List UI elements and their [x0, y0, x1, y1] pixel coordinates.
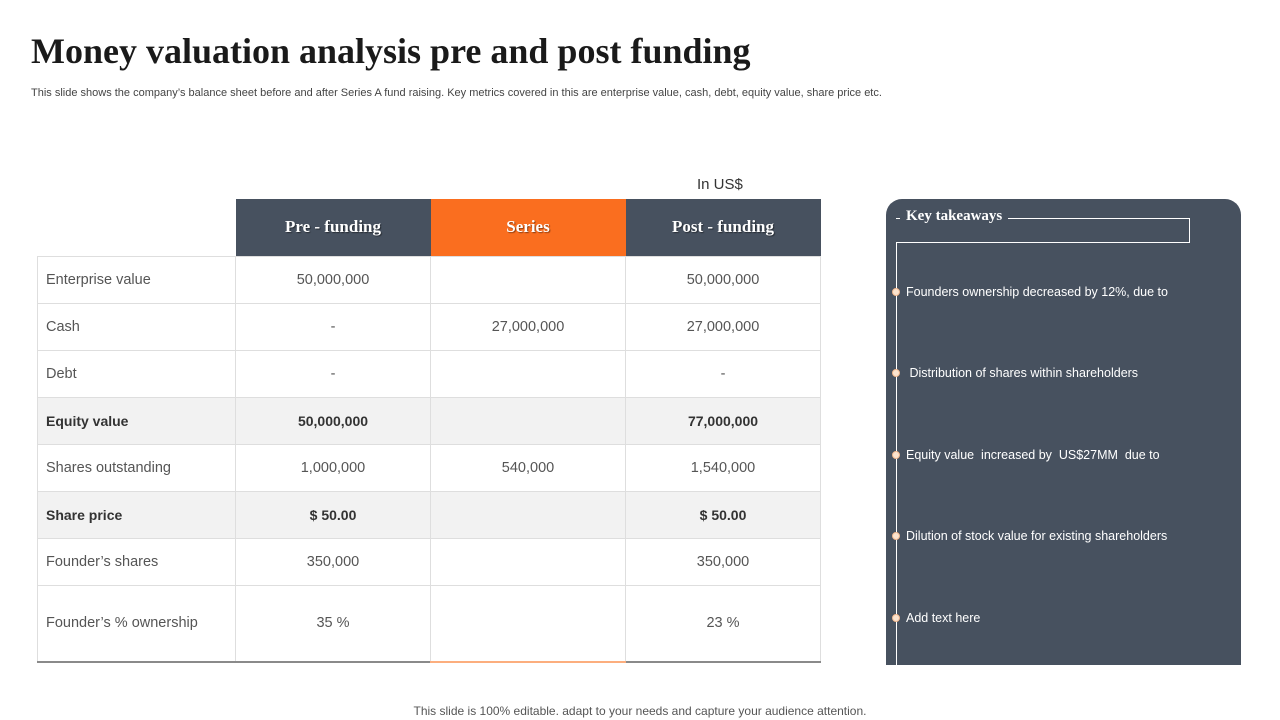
header-series: Series	[430, 199, 626, 256]
table-row: Debt - -	[37, 349, 821, 398]
table-row: Founder’s % ownership 35 % 23 %	[37, 584, 821, 663]
series-cell	[430, 255, 626, 304]
row-label: Founder’s shares	[37, 537, 236, 586]
row-label: Enterprise value	[37, 255, 236, 304]
series-cell	[430, 396, 626, 445]
valuation-table: Pre - funding Series Post - funding Ente…	[37, 199, 821, 663]
takeaway-text: Add text here	[906, 611, 981, 625]
header-pre-funding: Pre - funding	[235, 199, 431, 256]
header-post-funding: Post - funding	[625, 199, 821, 256]
series-cell	[430, 537, 626, 586]
row-label: Share price	[37, 490, 236, 539]
panel-title-frame	[896, 218, 1190, 243]
post-funding-cell: 77,000,000	[625, 396, 821, 445]
post-funding-cell: 1,540,000	[625, 443, 821, 492]
series-cell: 27,000,000	[430, 302, 626, 351]
row-label: Debt	[37, 349, 236, 398]
pre-funding-cell: 1,000,000	[235, 443, 431, 492]
slide-subtitle: This slide shows the company’s balance s…	[31, 87, 882, 99]
row-label: Cash	[37, 302, 236, 351]
takeaway-item: Equity value increased by US$27MM due to	[892, 448, 1160, 462]
post-funding-cell: 350,000	[625, 537, 821, 586]
row-label: Founder’s % ownership	[37, 584, 236, 663]
takeaway-text: Dilution of stock value for existing sha…	[906, 529, 1168, 543]
row-label: Shares outstanding	[37, 443, 236, 492]
table-row: Enterprise value 50,000,000 50,000,000	[37, 255, 821, 304]
bullet-dot-icon	[892, 532, 900, 540]
table-row: Share price $ 50.00 $ 50.00	[37, 490, 821, 539]
pre-funding-cell: -	[235, 349, 431, 398]
series-cell	[430, 349, 626, 398]
pre-funding-cell: 35 %	[235, 584, 431, 663]
bullet-dot-icon	[892, 451, 900, 459]
takeaway-text: Equity value increased by US$27MM due to	[906, 448, 1160, 462]
post-funding-cell: 23 %	[625, 584, 821, 663]
header-blank-cell	[38, 199, 236, 256]
takeaway-text: Founders ownership decreased by 12%, due…	[906, 285, 1168, 299]
table-row: Equity value 50,000,000 77,000,000	[37, 396, 821, 445]
pre-funding-cell: 350,000	[235, 537, 431, 586]
key-takeaways-panel	[886, 199, 1241, 665]
takeaway-item: Add text here	[892, 611, 980, 625]
pre-funding-cell: 50,000,000	[235, 396, 431, 445]
slide-footer-note: This slide is 100% editable. adapt to yo…	[413, 704, 867, 718]
bullet-dot-icon	[892, 288, 900, 296]
series-cell	[430, 584, 626, 663]
takeaway-text: Distribution of shares within shareholde…	[906, 366, 1139, 380]
bullet-dot-icon	[892, 614, 900, 622]
takeaway-item: Dilution of stock value for existing sha…	[892, 529, 1167, 543]
table-header-row: Pre - funding Series Post - funding	[38, 199, 821, 256]
post-funding-cell: 50,000,000	[625, 255, 821, 304]
post-funding-cell: $ 50.00	[625, 490, 821, 539]
pre-funding-cell: $ 50.00	[235, 490, 431, 539]
post-funding-cell: -	[625, 349, 821, 398]
table-row: Cash - 27,000,000 27,000,000	[37, 302, 821, 351]
series-cell	[430, 490, 626, 539]
table-row: Founder’s shares 350,000 350,000	[37, 537, 821, 586]
takeaway-item: Founders ownership decreased by 12%, due…	[892, 285, 1168, 299]
slide-title: Money valuation analysis pre and post fu…	[31, 31, 751, 71]
row-label: Equity value	[37, 396, 236, 445]
takeaway-item: Distribution of shares within shareholde…	[892, 366, 1138, 380]
post-funding-cell: 27,000,000	[625, 302, 821, 351]
key-takeaways-title: Key takeaways	[900, 208, 1009, 225]
bullet-dot-icon	[892, 369, 900, 377]
series-cell: 540,000	[430, 443, 626, 492]
table-row: Shares outstanding 1,000,000 540,000 1,5…	[37, 443, 821, 492]
pre-funding-cell: 50,000,000	[235, 255, 431, 304]
pre-funding-cell: -	[235, 302, 431, 351]
currency-unit-label: In US$	[697, 176, 743, 193]
